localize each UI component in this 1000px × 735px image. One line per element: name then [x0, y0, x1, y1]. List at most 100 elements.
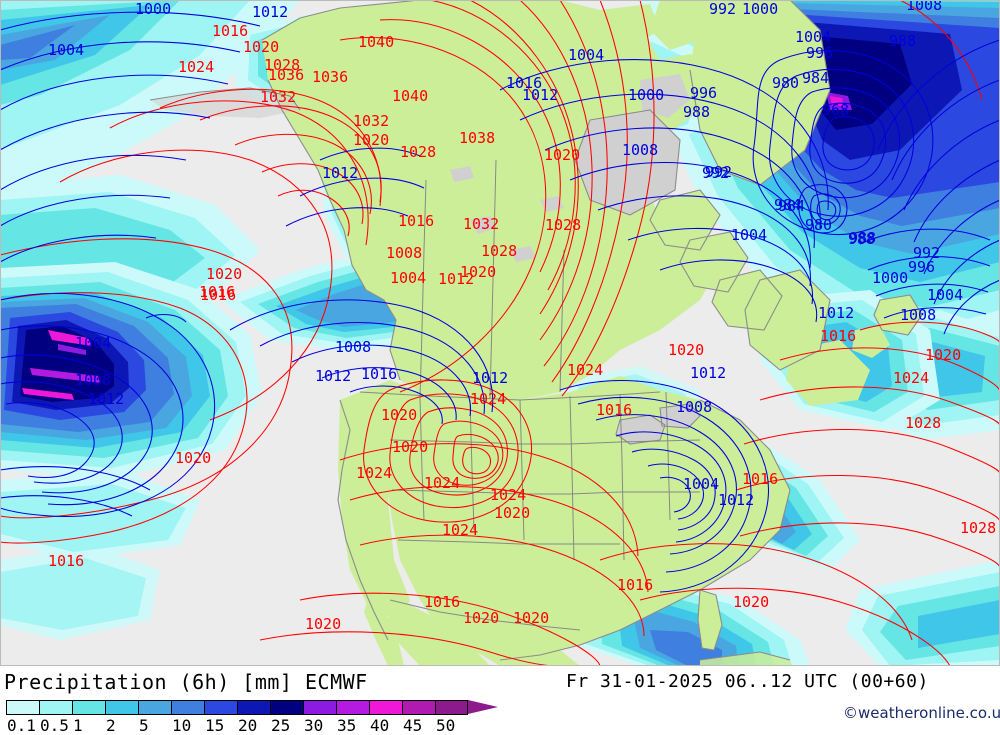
precipitation-colorbar[interactable]: 0.1 0.5 1 2 5 10 15 20 25 30 35 40 45 50: [6, 700, 536, 735]
isobar-label: 996: [690, 84, 717, 102]
isobar-high-layer: [0, 0, 1000, 666]
isobar-label: 1012: [522, 86, 558, 104]
isobar-label: 1020: [668, 341, 704, 359]
colorbar-swatch: [270, 700, 303, 715]
isobar-label: 1004: [683, 475, 719, 493]
isobar-label: 1036: [312, 68, 348, 86]
colorbar-swatch: [435, 700, 468, 715]
isobar-label: 1004: [927, 286, 963, 304]
colorbar-tick-label: 0.5: [40, 716, 69, 735]
colorbar-swatch: [402, 700, 435, 715]
colorbar-tick-label: 20: [238, 716, 258, 735]
colorbar-tick-label: 45: [403, 716, 423, 735]
precipitation-field: [0, 0, 1000, 666]
isobar-label: 1004: [75, 334, 111, 352]
isobar-label: 1000: [628, 86, 664, 104]
isobar-label: 1024: [178, 58, 214, 76]
isobar-label: 1020: [925, 346, 961, 364]
valid-time-label: Fr 31-01-2025 06..12 UTC (00+60): [566, 671, 929, 692]
isobar-label: 1016: [48, 552, 84, 570]
isobar-label: 1040: [392, 87, 428, 105]
isobar-label: 1024: [356, 464, 392, 482]
isobar-label: 1020: [494, 504, 530, 522]
isobar-label: 1004: [795, 28, 831, 46]
isobar-label: 992: [702, 164, 729, 182]
colorbar-swatch: [39, 700, 72, 715]
colorbar-tick-label: 40: [370, 716, 390, 735]
isobar-label: 1016: [212, 22, 248, 40]
isobar-label: 1016: [506, 74, 542, 92]
isobar-label: 1020: [733, 593, 769, 611]
isobar-label: 984: [778, 197, 805, 215]
isobar-label: 1024: [490, 486, 526, 504]
isobar-label: 984: [774, 196, 801, 214]
isobar-label: 1020: [353, 131, 389, 149]
isobar-label: 992: [709, 0, 736, 18]
isobar-label: 1016: [361, 365, 397, 383]
isobar-label: 980: [772, 74, 799, 92]
isobar-label: 1004: [731, 226, 767, 244]
isobar-label: 1020: [206, 265, 242, 283]
isobar-label: 1016: [200, 286, 236, 304]
isobar-label: 1016: [199, 283, 235, 301]
colorbar-swatch: [6, 700, 39, 715]
isobar-label: 1028: [481, 242, 517, 260]
colorbar-tick-label: 2: [106, 716, 116, 735]
isobar-label: 1020: [544, 146, 580, 164]
isobar-label: 988: [889, 32, 916, 50]
colorbar-swatch: [303, 700, 336, 715]
colorbar-tick-label: 15: [205, 716, 225, 735]
isobar-label: 984: [802, 69, 829, 87]
isobar-label: 992: [705, 163, 732, 181]
isobar-label: 1020: [381, 406, 417, 424]
isobar-label: 1004: [568, 46, 604, 64]
colorbar-tick-label: 50: [436, 716, 456, 735]
isobar-label: 1020: [463, 609, 499, 627]
isobar-label: 1028: [264, 56, 300, 74]
border-layer: [359, 159, 701, 631]
isobar-label: 1012: [690, 364, 726, 382]
isobar-label: 1020: [392, 438, 428, 456]
colorbar-tick-label: 0.1: [7, 716, 36, 735]
isobar-label: 1028: [905, 414, 941, 432]
isobar-label: 996: [908, 258, 935, 276]
colorbar-tick-label: 10: [172, 716, 192, 735]
isobar-label: 1020: [175, 449, 211, 467]
isobar-label: 1012: [252, 3, 288, 21]
isobar-label: 1016: [617, 576, 653, 594]
colorbar-swatch: [138, 700, 171, 715]
isobar-label: 1024: [442, 521, 478, 539]
isobar-label: 1016: [424, 593, 460, 611]
weather-map[interactable]: 1000 1012 1016 1004 1020 1024 1028 1036 1040 1036…: [0, 0, 1000, 666]
colorbar-swatch: [336, 700, 369, 715]
isobar-label: 1020: [305, 615, 341, 633]
isobar-label: 1032: [463, 215, 499, 233]
isobar-label: 1028: [545, 216, 581, 234]
isobar-label: 988: [849, 229, 876, 247]
isobar-label: 1032: [260, 88, 296, 106]
isobar-label: 1012: [818, 304, 854, 322]
colorbar-tick-label: 1: [73, 716, 83, 735]
isobar-label: 1008: [75, 371, 111, 389]
colorbar-tick-label: 5: [139, 716, 149, 735]
isobar-label: 1024: [470, 390, 506, 408]
isobar-label: 1028: [400, 143, 436, 161]
isobar-label: 1008: [676, 398, 712, 416]
isobar-label: 996: [806, 44, 833, 62]
isobar-label: 968: [822, 101, 849, 119]
isobar-label: 1012: [472, 369, 508, 387]
colorbar-swatch: [72, 700, 105, 715]
isobar-label: 988: [683, 103, 710, 121]
colorbar-swatches: [6, 700, 468, 715]
isobar-label: 1000: [135, 0, 171, 18]
isobar-label: 1024: [567, 361, 603, 379]
isobar-label: 1016: [596, 401, 632, 419]
isobar-label: 1012: [322, 164, 358, 182]
isobar-label: 1008: [335, 338, 371, 356]
colorbar-swatch: [105, 700, 138, 715]
isobar-label: 1016: [742, 470, 778, 488]
isobar-label: 1028: [960, 519, 996, 537]
isobar-label: 1012: [315, 367, 351, 385]
